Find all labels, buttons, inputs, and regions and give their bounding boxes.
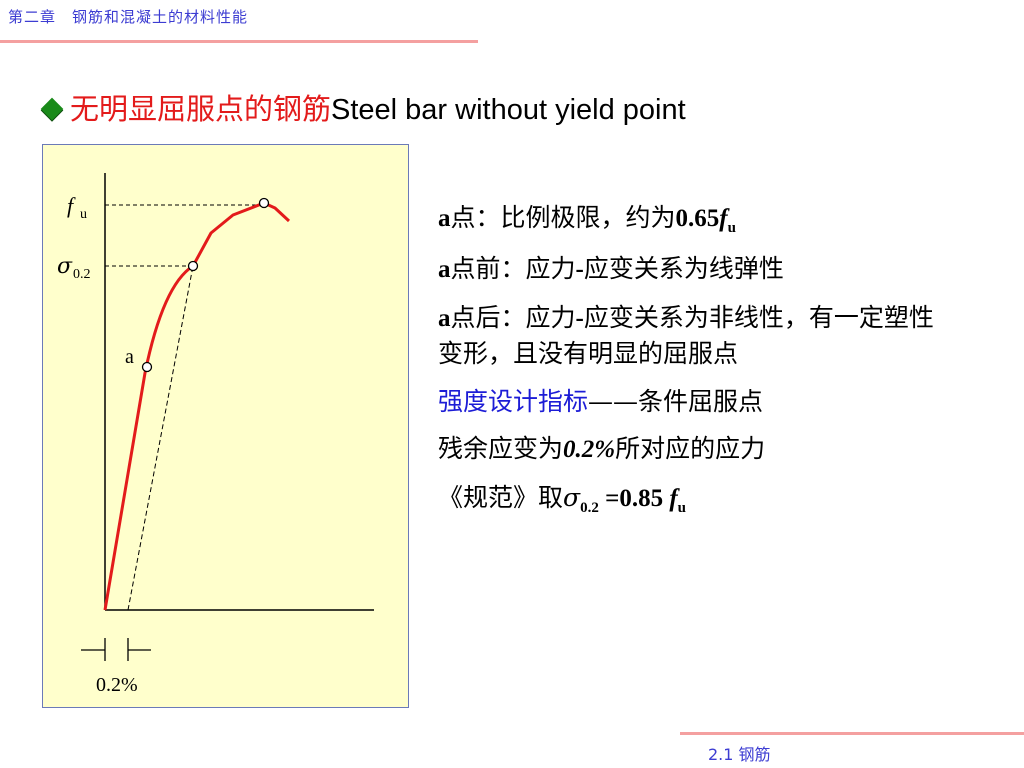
design-index-label: 强度设计指标 <box>438 386 589 416</box>
footer-divider <box>680 732 1024 735</box>
note-6-eq: =0.85 <box>598 484 670 512</box>
note-6-fsub: u <box>677 499 687 516</box>
note-6-sub: 0.2 <box>580 499 599 516</box>
stress-strain-curve <box>103 201 291 611</box>
heading-zh: 无明显屈服点的钢筋 <box>70 92 332 126</box>
fu-sub: u <box>80 207 87 222</box>
sigma-point <box>187 260 199 272</box>
note-1-sub: u <box>727 220 736 236</box>
sigma-sub: 0.2 <box>73 267 91 282</box>
sigma-label: σ <box>57 254 73 279</box>
note-5-text: 残余应变为 <box>438 434 564 464</box>
note-1-f: f <box>719 205 728 232</box>
note-4-dash: —— <box>588 386 639 416</box>
note-3-text2: 应变关系为非线性，有一定塑性变形，且没有明显的屈服点 <box>438 302 934 369</box>
strain-label: 0.2% <box>96 674 138 696</box>
note-5-value: 0.2% <box>563 436 616 464</box>
stress-strain-diagram: f u σ 0.2 a 0.2% <box>42 144 409 708</box>
note-6-f: f <box>669 484 678 512</box>
note-line-3: a点后：应力-应变关系为非线性，有一定塑性变形，且没有明显的屈服点 <box>438 300 958 372</box>
note-2-dash: - <box>575 256 584 284</box>
slide-heading: 无明显屈服点的钢筋Steel bar without yield point <box>40 86 686 128</box>
heading-en: Steel bar without yield point <box>331 94 686 126</box>
note-3-prefix: a <box>438 304 451 332</box>
offset-line <box>127 265 194 611</box>
note-line-4: 强度设计指标——条件屈服点 <box>438 384 978 420</box>
note-6-text: 《规范》取 <box>438 482 564 512</box>
note-1-prefix: a <box>438 205 451 232</box>
header-divider <box>0 40 478 43</box>
note-line-1: a点：比例极限，约为0.65fu <box>438 200 978 239</box>
note-2-text2: 应变关系为线弹性 <box>583 254 784 284</box>
note-6-sigma: σ <box>563 482 581 512</box>
note-2-prefix: a <box>438 256 451 284</box>
note-line-6: 《规范》取σ0.2 =0.85 fu <box>438 480 978 519</box>
note-5-text2: 所对应的应力 <box>615 434 766 464</box>
note-1-text: 点：比例极限，约为 <box>450 203 676 232</box>
note-line-5: 残余应变为0.2%所对应的应力 <box>438 431 978 468</box>
fu-point <box>258 197 270 209</box>
section-label: 2.1 钢筋 <box>708 745 771 764</box>
note-3-text: 点后：应力 <box>450 302 576 332</box>
explanation-text: a点：比例极限，约为0.65fu a点前：应力-应变关系为线弹性 a点后：应力-… <box>438 200 978 519</box>
note-4-text: 条件屈服点 <box>638 386 764 416</box>
note-1-value: 0.65 <box>675 205 720 232</box>
stress-strain-svg: f u σ 0.2 a 0.2% <box>57 173 374 696</box>
fu-label: f <box>67 193 76 218</box>
point-a <box>141 361 153 373</box>
note-2-text: 点前：应力 <box>450 254 576 284</box>
note-3-dash: - <box>575 304 584 332</box>
note-line-2: a点前：应力-应变关系为线弹性 <box>438 251 978 288</box>
point-a-label: a <box>125 346 134 368</box>
diamond-bullet-icon <box>40 97 64 121</box>
chapter-title: 第二章 钢筋和混凝土的材料性能 <box>8 8 249 26</box>
